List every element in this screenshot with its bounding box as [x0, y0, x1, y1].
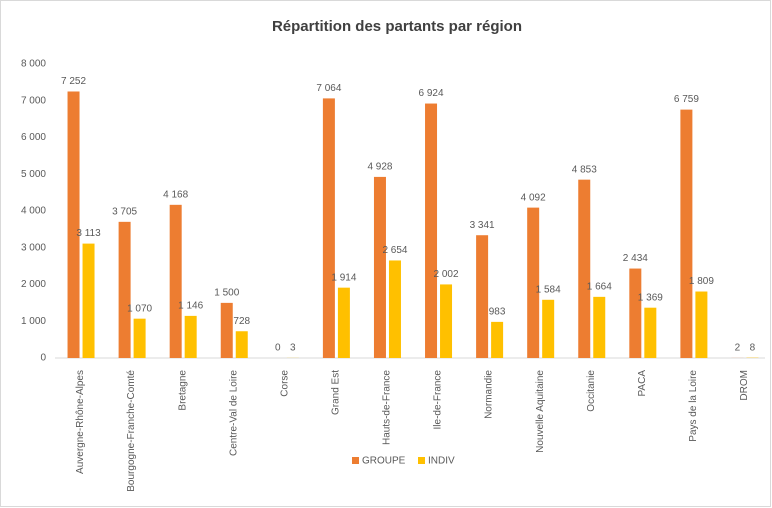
x-tick-label: Occitanie — [586, 370, 597, 412]
data-label: 983 — [489, 307, 506, 318]
bar — [133, 318, 146, 358]
data-label: 3 — [290, 343, 296, 354]
bar — [184, 315, 197, 358]
x-tick-label: Ile-de-France — [433, 370, 444, 430]
bar — [425, 103, 438, 358]
bar — [629, 268, 642, 358]
x-tick-label: Hauts-de-France — [382, 370, 393, 445]
data-label: 4 928 — [367, 162, 392, 173]
x-tick-label: Auvergne-Rhône-Alpes — [75, 370, 86, 474]
x-tick-label: Centre-Val de Loire — [228, 370, 239, 456]
y-tick-label: 6 000 — [21, 132, 46, 143]
x-tick-label: Corse — [279, 370, 290, 397]
chart-title: Répartition des partants par région — [272, 18, 522, 35]
data-label: 2 — [735, 343, 741, 354]
data-label: 3 113 — [76, 228, 101, 239]
data-label: 2 002 — [434, 269, 459, 280]
data-label: 3 705 — [112, 206, 137, 217]
x-tick-label: DROM — [739, 370, 750, 401]
data-label: 7 252 — [61, 76, 86, 87]
legend-swatch — [418, 457, 425, 464]
legend-label: INDIV — [428, 456, 455, 467]
x-tick-label: Normandie — [484, 370, 495, 419]
y-tick-label: 2 000 — [21, 279, 46, 290]
data-label: 4 168 — [163, 189, 188, 200]
data-label: 0 — [275, 343, 281, 354]
bar — [491, 321, 504, 358]
y-tick-label: 7 000 — [21, 95, 46, 106]
data-label: 728 — [233, 316, 250, 327]
bar — [82, 243, 95, 358]
y-tick-label: 0 — [40, 353, 46, 364]
y-tick-label: 5 000 — [21, 169, 46, 180]
data-label: 8 — [750, 342, 756, 353]
legend-swatch — [352, 457, 359, 464]
x-tick-label: Bourgogne-Franche-Comté — [126, 370, 137, 492]
x-tick-label: Bretagne — [177, 370, 188, 411]
bar — [235, 331, 248, 358]
data-label: 1 070 — [127, 303, 152, 314]
bar — [322, 98, 335, 358]
x-tick-label: Pays de la Loire — [688, 370, 699, 442]
x-tick-label: Nouvelle Aquitaine — [535, 370, 546, 453]
bar — [695, 291, 708, 358]
data-label: 1 500 — [214, 288, 239, 299]
bar — [644, 307, 657, 358]
bar — [593, 296, 606, 358]
data-label: 3 341 — [470, 220, 495, 231]
bar — [578, 179, 591, 358]
legend-label: GROUPE — [362, 456, 406, 467]
data-label: 7 064 — [316, 83, 341, 94]
data-label: 4 092 — [521, 192, 546, 203]
data-label: 1 584 — [536, 284, 561, 295]
data-label: 1 914 — [331, 272, 356, 283]
data-label: 6 759 — [674, 94, 699, 105]
bar — [388, 260, 401, 358]
data-label: 1 664 — [587, 281, 612, 292]
y-tick-label: 8 000 — [21, 59, 46, 70]
bar — [220, 302, 233, 358]
data-label: 6 924 — [419, 88, 444, 99]
x-tick-label: PACA — [637, 370, 648, 397]
bar — [373, 176, 386, 358]
bar — [67, 91, 80, 358]
data-label: 1 369 — [638, 292, 663, 303]
y-tick-label: 1 000 — [21, 316, 46, 327]
bar — [118, 221, 131, 358]
data-label: 4 853 — [572, 164, 597, 175]
bar — [680, 109, 693, 358]
x-tick-label: Grand Est — [331, 370, 342, 415]
bar — [169, 204, 182, 358]
bar — [542, 299, 555, 358]
data-label: 1 809 — [689, 276, 714, 287]
bar — [440, 284, 453, 358]
data-label: 1 146 — [178, 301, 203, 312]
y-tick-label: 4 000 — [21, 206, 46, 217]
bar — [476, 235, 489, 358]
y-tick-label: 3 000 — [21, 242, 46, 253]
bar — [527, 207, 540, 358]
data-label: 2 654 — [382, 245, 407, 256]
bar — [337, 287, 350, 358]
data-label: 2 434 — [623, 253, 648, 264]
